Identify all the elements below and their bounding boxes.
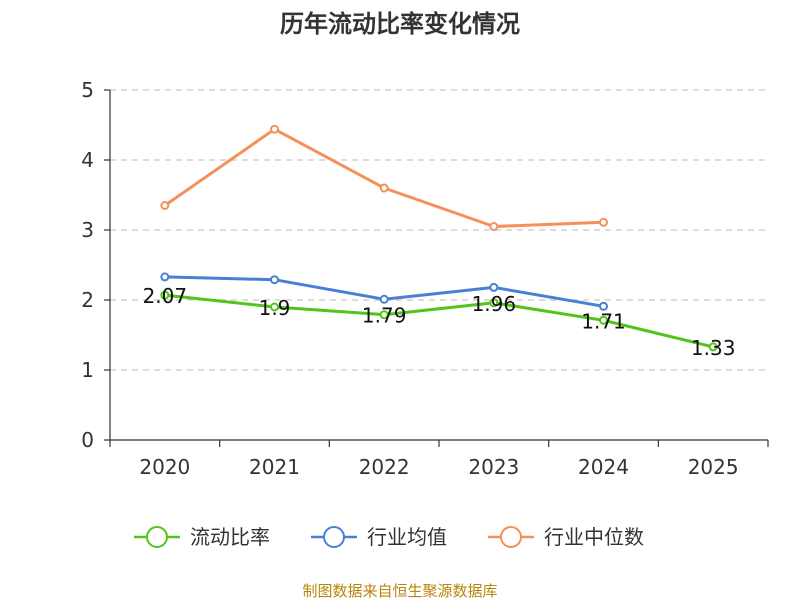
- legend-swatch-marker-2: [323, 526, 345, 548]
- series-1-point: [379, 310, 389, 320]
- series-1-point: [599, 315, 608, 325]
- y-tick-label: 5: [81, 78, 94, 102]
- series-3-point: [599, 217, 608, 227]
- series-2-point: [599, 301, 608, 311]
- y-tick-label: 4: [81, 148, 94, 172]
- chart-title: 历年流动比率变化情况: [280, 10, 520, 38]
- series-1-point: [708, 342, 718, 352]
- data-label: 1.79: [362, 304, 407, 328]
- series-line-3: [163, 127, 604, 228]
- legend-label-2: 行业均值: [367, 525, 447, 549]
- source-note: 制图数据来自恒生聚源数据库: [302, 582, 497, 600]
- data-label: 1.9: [259, 296, 291, 320]
- series-1-point: [270, 302, 279, 312]
- legend-label-1: 流动比率: [190, 525, 270, 549]
- grid-layer: [110, 89, 768, 371]
- series-1-point: [489, 298, 499, 308]
- series-2-point: [379, 294, 389, 304]
- series-2-point: [489, 282, 499, 292]
- x-tick-label: 2025: [688, 455, 739, 479]
- series-layer: [160, 124, 718, 352]
- y-tick-label: 0: [81, 428, 94, 452]
- series-2-point: [270, 275, 279, 285]
- series-1-point: [160, 290, 170, 300]
- legend-label-3: 行业中位数: [544, 525, 644, 549]
- series-3-point: [489, 222, 499, 231]
- x-tick-label: 2024: [578, 455, 629, 479]
- series-line-1: [164, 293, 714, 349]
- legend: 流动比率 行业均值 行业中位数: [134, 525, 644, 549]
- data-label: 1.33: [691, 336, 736, 360]
- legend-swatch-marker-3: [500, 526, 522, 548]
- data-label-layer: 2.07 1.9 1.79 1.96 1.71 1.33: [143, 284, 736, 360]
- y-tick-label: 2: [81, 288, 94, 312]
- data-label: 1.71: [581, 309, 626, 333]
- series-3-point: [270, 124, 279, 134]
- y-tick-label: 3: [81, 218, 94, 242]
- series-2-point: [160, 272, 170, 282]
- series-3-point: [160, 201, 170, 210]
- data-label: 1.96: [472, 292, 517, 316]
- legend-swatch-marker-1: [146, 526, 168, 548]
- data-label: 2.07: [143, 284, 188, 308]
- x-tick-label: 2022: [359, 455, 410, 479]
- x-tick-label: 2020: [139, 455, 190, 479]
- x-tick-label: 2021: [249, 455, 300, 479]
- y-tick-label: 1: [81, 358, 94, 382]
- axis-layer: 0 1 2 3 4 5 2020 2021 2022 2023 2024 2025: [81, 78, 769, 479]
- series-3-point: [379, 183, 389, 193]
- x-tick-label: 2023: [468, 455, 519, 479]
